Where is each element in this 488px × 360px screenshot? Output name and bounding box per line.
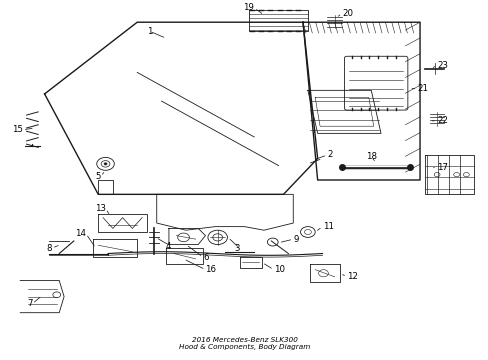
- Text: 2016 Mercedes-Benz SLK300
Hood & Components, Body Diagram: 2016 Mercedes-Benz SLK300 Hood & Compone…: [179, 337, 309, 350]
- Text: 12: 12: [346, 272, 357, 281]
- Text: 9: 9: [293, 235, 298, 244]
- Text: 4: 4: [165, 242, 171, 251]
- Text: 18: 18: [365, 152, 376, 161]
- Text: 15: 15: [12, 125, 22, 134]
- Text: 10: 10: [273, 265, 284, 274]
- Text: 16: 16: [205, 265, 216, 274]
- Text: 17: 17: [436, 163, 447, 172]
- Text: 22: 22: [436, 116, 447, 125]
- Text: 13: 13: [94, 204, 105, 213]
- Text: 1: 1: [146, 27, 152, 36]
- Text: 23: 23: [436, 61, 447, 70]
- Circle shape: [104, 163, 107, 165]
- Text: 20: 20: [341, 9, 352, 18]
- Text: 14: 14: [75, 229, 86, 238]
- Text: 7: 7: [27, 299, 32, 308]
- Text: 21: 21: [417, 84, 427, 93]
- Text: 5: 5: [95, 172, 101, 181]
- Text: 3: 3: [234, 244, 239, 253]
- Text: 6: 6: [203, 253, 208, 262]
- Text: 8: 8: [46, 244, 52, 253]
- Text: 11: 11: [322, 222, 333, 231]
- Text: 2: 2: [327, 150, 332, 159]
- Text: 19: 19: [243, 3, 254, 12]
